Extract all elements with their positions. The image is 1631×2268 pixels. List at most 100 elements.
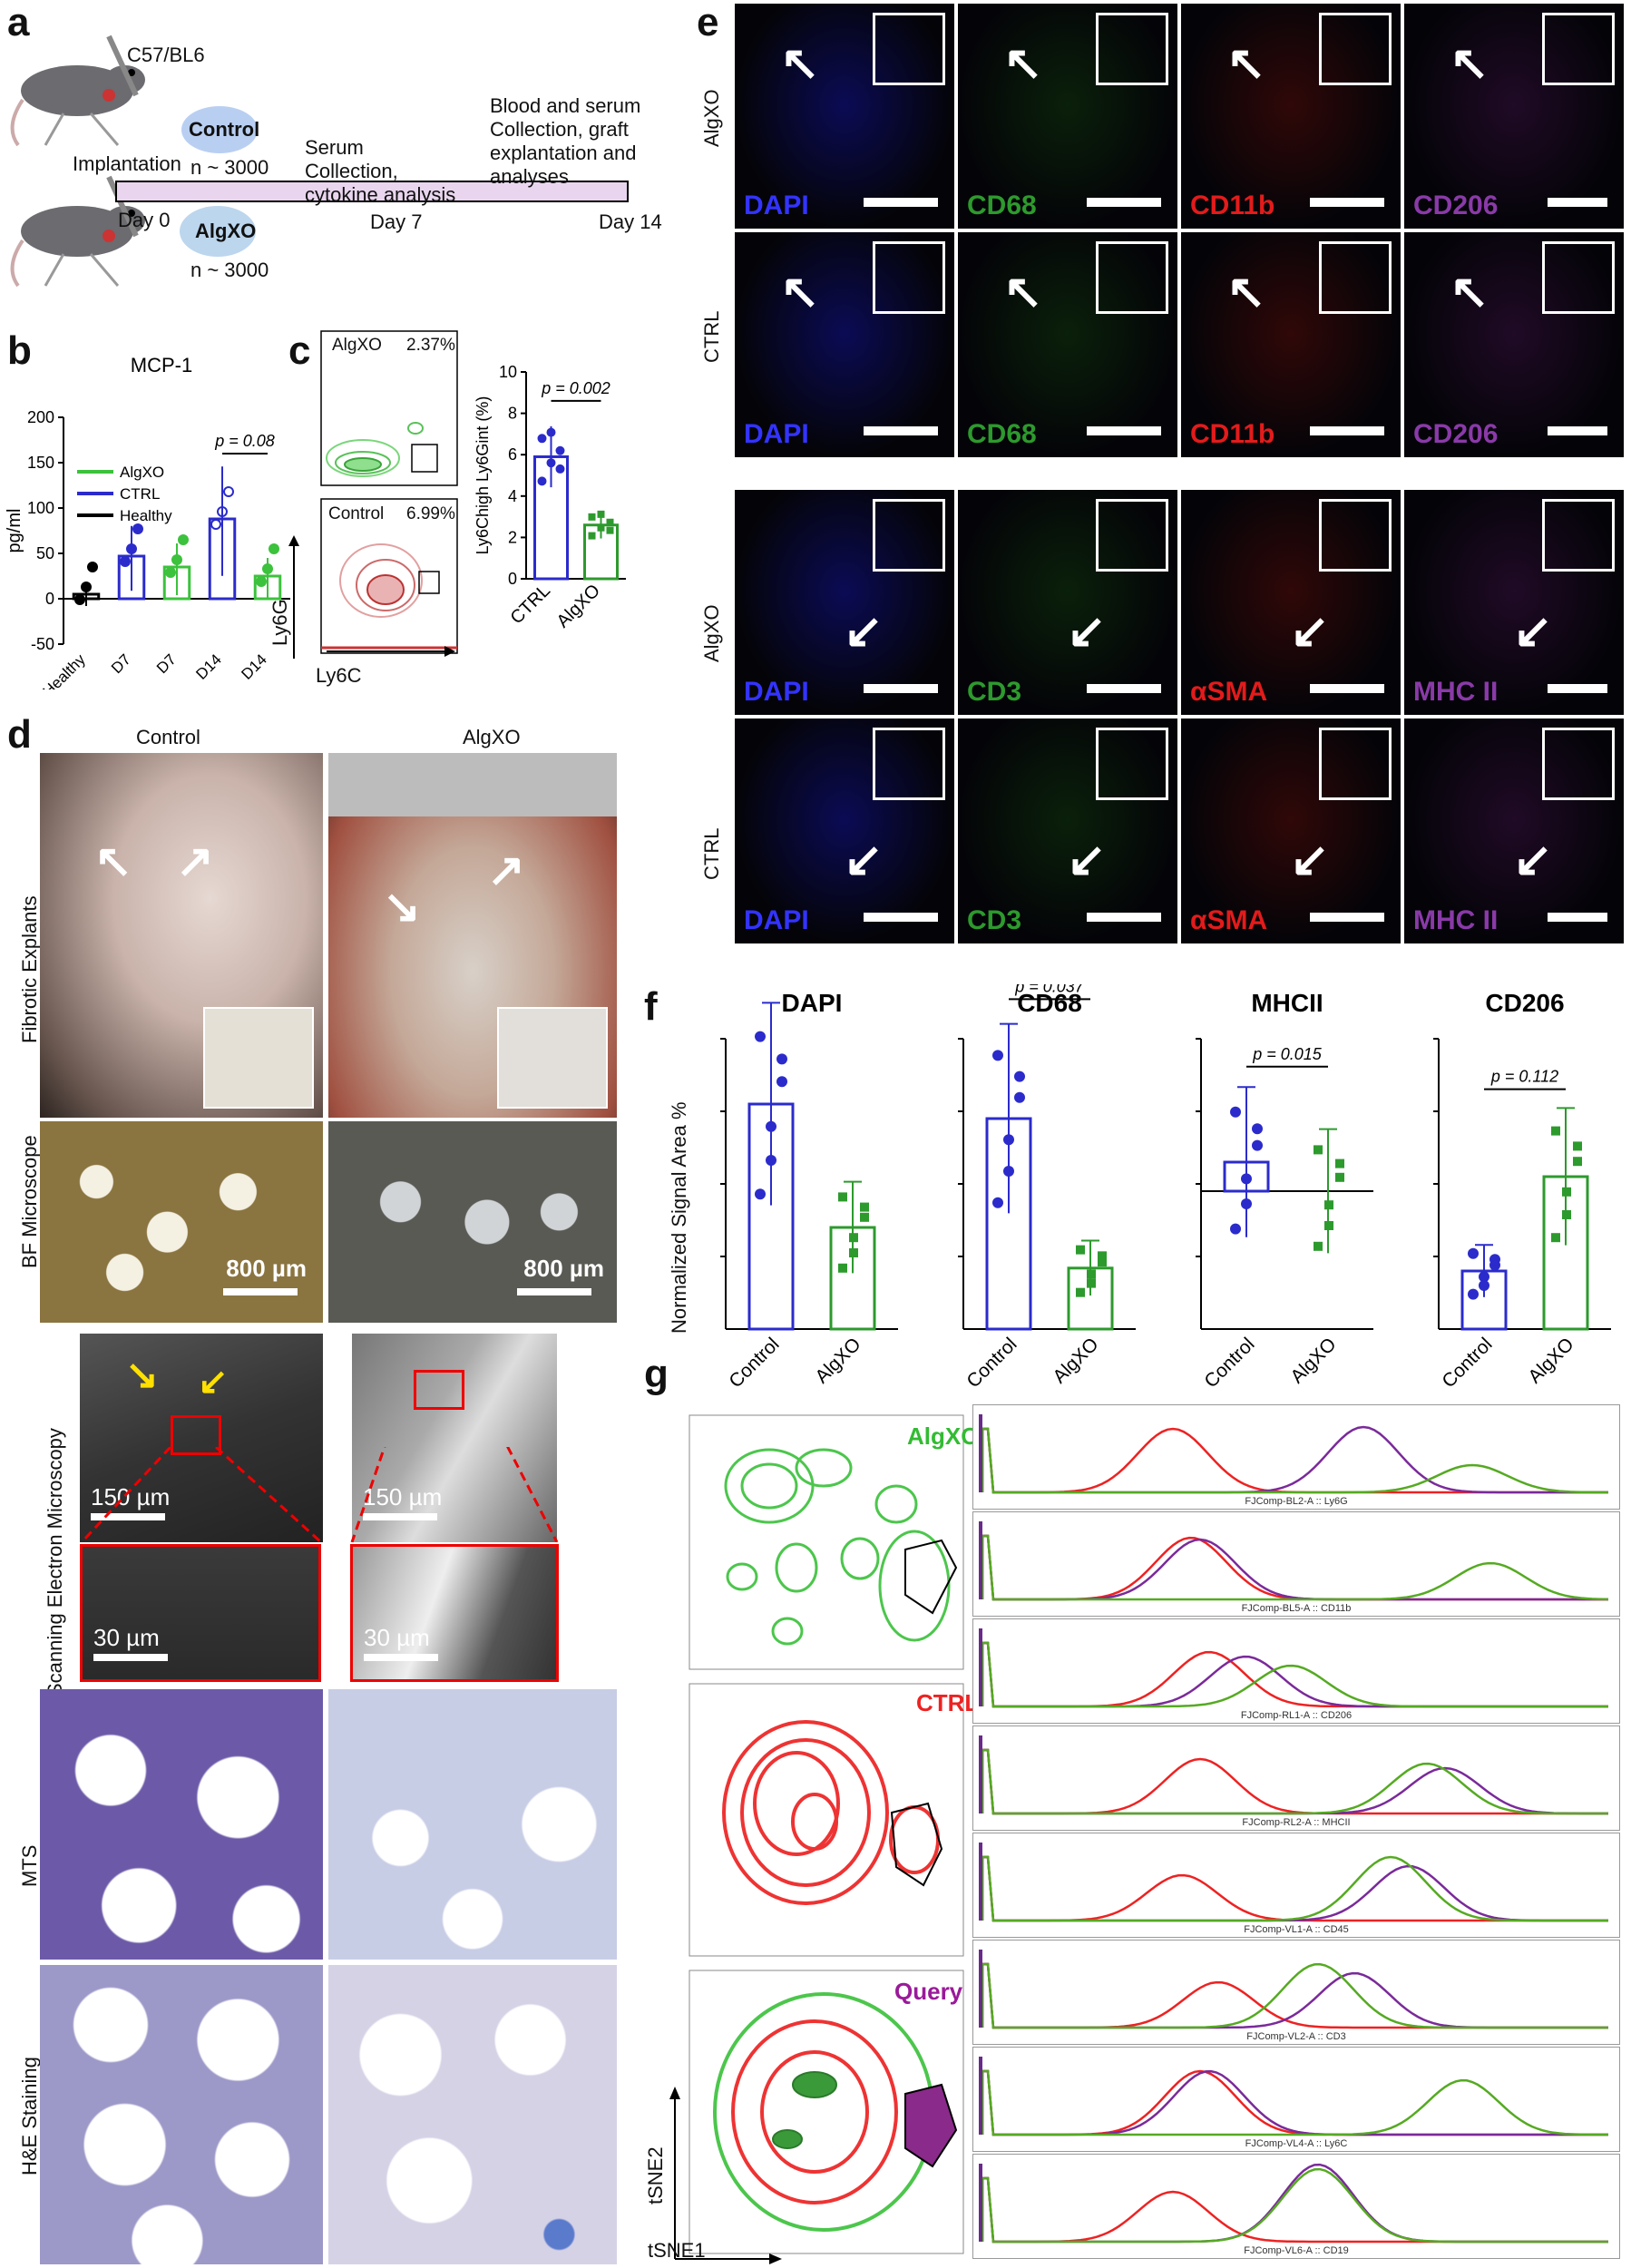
histogram-curve	[981, 2069, 1608, 2136]
data-point	[1252, 1123, 1263, 1135]
data-point	[537, 476, 547, 486]
arrow-icon: ↖	[1003, 37, 1043, 90]
y-tick-label: 150	[27, 454, 54, 472]
data-point	[606, 518, 614, 526]
if-tile-sma: ↙ αSMA	[1181, 490, 1401, 715]
flow-algxo-label: AlgXO	[332, 336, 382, 355]
data-point	[555, 445, 565, 455]
y-tick-label: 6	[508, 445, 517, 464]
implantation-label: Implantation	[73, 152, 181, 175]
inset-box	[1096, 13, 1168, 85]
scale-bar	[1548, 913, 1607, 922]
sem-control-zoom: 30 µm	[80, 1544, 321, 1682]
data-point	[256, 576, 267, 587]
signal-area-charts: DAPIControlAlgXOp = 0.011CD68ControlAlgX…	[720, 984, 1611, 1392]
scale-bar	[1310, 913, 1384, 922]
scale-bar	[1310, 426, 1384, 435]
algxo-n: n ~ 3000	[190, 259, 269, 281]
marker-label: CD3	[967, 905, 1022, 935]
histogram-panel: FJComp-RL2-A :: MHCII	[972, 1725, 1620, 1831]
flow-x-axis: Ly6C	[316, 664, 362, 687]
arrow-icon: ↖	[1003, 266, 1043, 318]
data-point	[74, 594, 85, 605]
panel-e-label: e	[697, 0, 719, 44]
scale-bar	[364, 1654, 438, 1661]
he-control	[40, 1965, 323, 2264]
data-point	[838, 1192, 847, 1202]
if-tile-mhcii: ↙ MHC II	[1404, 490, 1624, 715]
histogram-curve	[981, 1962, 1608, 2029]
data-point	[1573, 1157, 1582, 1167]
data-point	[776, 1053, 787, 1065]
data-point	[178, 534, 189, 545]
marker-label: CD206	[1413, 419, 1499, 449]
flow-axis-arrows	[288, 535, 299, 659]
if-tile-cd11b: ↖ CD11b	[1181, 4, 1401, 229]
histogram-label: FJComp-BL2-A :: Ly6G	[1245, 1496, 1348, 1507]
y-tick-label: 10	[499, 363, 517, 381]
histogram-curve	[981, 2167, 1608, 2244]
mouse-icon	[10, 175, 145, 288]
scale-label: 30 µm	[364, 1624, 430, 1651]
panel-a-label: a	[7, 0, 30, 44]
data-point	[132, 523, 143, 534]
data-point	[1468, 1247, 1479, 1259]
marker-label: DAPI	[744, 905, 809, 935]
col-algxo: AlgXO	[463, 726, 521, 748]
if-tile-cd3: ↙ CD3	[958, 719, 1177, 943]
timeline-bar	[115, 181, 629, 202]
if-tile-dapi: ↙ DAPI	[735, 490, 954, 715]
scale-label: 150 µm	[363, 1483, 443, 1510]
row-ctrl-bottom: CTRL	[700, 827, 723, 880]
strain-label: C57/BL6	[127, 44, 205, 66]
legend-label: AlgXO	[120, 464, 164, 481]
inset-box	[1542, 499, 1615, 572]
data-point	[1562, 1210, 1571, 1219]
data-point	[849, 1233, 858, 1243]
row-mts: MTS	[18, 1844, 41, 1887]
day0-label: Day 0	[118, 209, 171, 231]
he-algxo	[328, 1965, 617, 2264]
data-point	[1003, 1166, 1014, 1177]
day7-event: Serum Collection, cytokine analysis	[305, 136, 456, 206]
marker-label: MHC II	[1413, 677, 1499, 707]
inset-box	[1096, 499, 1168, 572]
data-point	[606, 526, 614, 534]
panel-b-label: b	[7, 328, 32, 373]
inset-box	[873, 241, 945, 314]
if-tile-cd68: ↖ CD68	[958, 4, 1177, 229]
legend-label: CTRL	[120, 485, 160, 503]
control-n: n ~ 3000	[190, 156, 269, 179]
arrow-icon: ↘	[383, 881, 421, 932]
data-point	[1076, 1245, 1085, 1255]
inset-box	[873, 728, 945, 800]
flow-algxo-pct: 2.37%	[406, 336, 455, 355]
p-value: p = 0.002	[541, 379, 610, 397]
data-point	[1087, 1269, 1096, 1279]
scale-label: 800 µm	[226, 1255, 307, 1282]
marker-label: CD68	[967, 191, 1037, 220]
arrow-icon: ↙	[1290, 605, 1330, 658]
tsne-ctrl-label: CTRL	[916, 1689, 980, 1716]
if-tile-cd11b: ↖ CD11b	[1181, 232, 1401, 457]
histogram-label: FJComp-VL6-A :: CD19	[1244, 2245, 1349, 2256]
marker-label: αSMA	[1190, 677, 1268, 707]
histogram-curve	[981, 1641, 1608, 1708]
sem-algxo-zoom: 30 µm	[350, 1544, 559, 1682]
subchart-title: MHCII	[1251, 989, 1323, 1017]
row-he: H&E Staining	[18, 2057, 41, 2175]
mts-algxo	[328, 1689, 617, 1960]
if-tile-cd68: ↖ CD68	[958, 232, 1177, 457]
histogram-curve	[981, 2069, 1608, 2136]
histogram-curve	[981, 1855, 1608, 1922]
data-point	[1098, 1257, 1107, 1267]
histogram-label: FJComp-VL1-A :: CD45	[1244, 1924, 1349, 1935]
data-point	[1252, 1139, 1263, 1151]
histogram-curve	[981, 1748, 1608, 1815]
y-tick-label: 8	[508, 405, 517, 423]
algxo-group-label: AlgXO	[195, 220, 257, 242]
if-tile-dapi: ↖ DAPI	[735, 4, 954, 229]
data-point	[269, 543, 279, 554]
scale-bar	[223, 1288, 298, 1295]
data-point	[588, 513, 596, 521]
